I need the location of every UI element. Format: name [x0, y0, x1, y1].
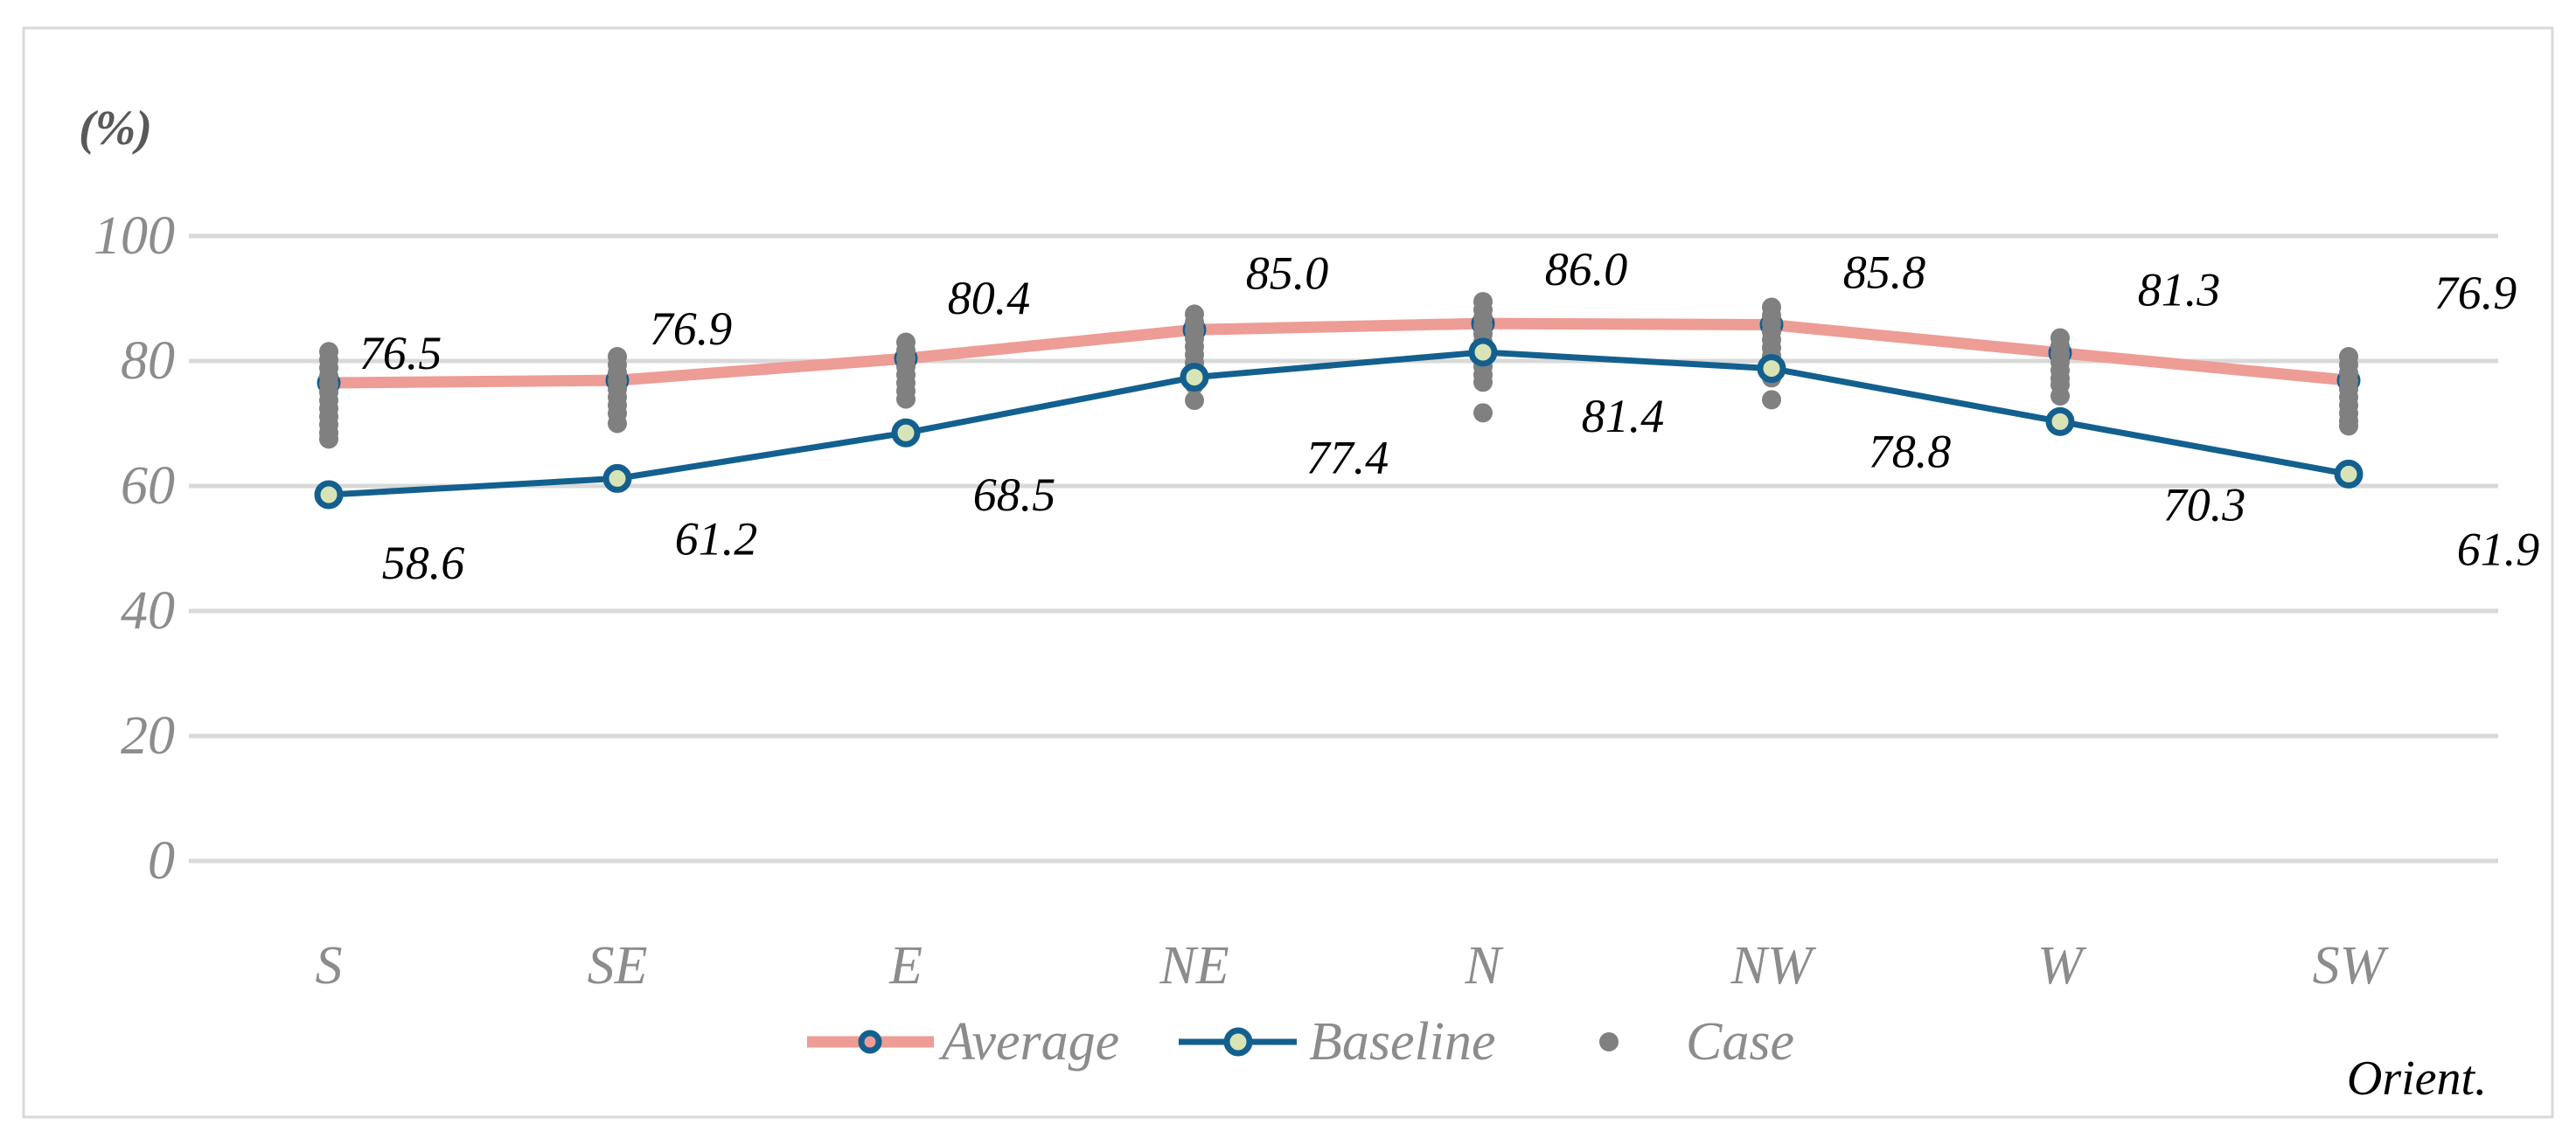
- average-value-label: 76.5: [359, 327, 442, 379]
- case-dot: [2339, 416, 2358, 436]
- x-tick-label-ne: NE: [1159, 936, 1229, 996]
- legend-case-marker: [1599, 1032, 1619, 1051]
- x-tick-label-nw: NW: [1730, 936, 1817, 996]
- y-tick-label: 20: [121, 706, 175, 766]
- average-value-label: 76.9: [2434, 267, 2517, 319]
- x-tick-label-sw: SW: [2313, 936, 2390, 996]
- case-dot: [319, 429, 338, 449]
- average-line: [328, 317, 2350, 389]
- y-tick-label: 40: [121, 581, 175, 641]
- y-axis-unit-label: (%): [79, 101, 152, 156]
- baseline-marker: [2334, 459, 2364, 489]
- baseline-marker: [314, 480, 344, 510]
- baseline-marker: [1180, 363, 1209, 392]
- baseline-value-label: 68.5: [973, 468, 1056, 521]
- x-tick-label-n: N: [1464, 936, 1504, 996]
- x-tick-label-se: SE: [588, 936, 648, 996]
- baseline-value-label: 81.4: [1582, 390, 1665, 442]
- average-value-label: 85.8: [1843, 246, 1926, 299]
- legend-case-label: Case: [1686, 1012, 1794, 1072]
- legend-baseline-label: Baseline: [1309, 1012, 1496, 1072]
- average-value-label: 80.4: [948, 272, 1031, 324]
- case-dot: [1473, 403, 1493, 423]
- case-dot: [2050, 386, 2070, 406]
- x-tick-label-e: E: [888, 936, 922, 996]
- y-tick-label: 100: [94, 206, 175, 266]
- baseline-marker: [1757, 354, 1786, 384]
- case-dot: [1762, 390, 1781, 410]
- case-dot: [1473, 372, 1493, 392]
- chart-frame: [22, 26, 2554, 1119]
- average-value-label: 81.3: [2138, 264, 2221, 316]
- baseline-marker: [891, 418, 921, 448]
- x-tick-label-s: S: [316, 936, 343, 996]
- baseline-marker: [2045, 406, 2075, 436]
- y-tick-label: 80: [121, 331, 175, 391]
- average-value-label: 86.0: [1545, 243, 1628, 295]
- case-dot: [608, 413, 627, 434]
- baseline-marker: [1468, 337, 1498, 367]
- baseline-value-label: 58.6: [382, 537, 465, 589]
- x-tick-label-w: W: [2037, 936, 2087, 996]
- baseline-line: [328, 349, 2350, 498]
- legend-average-label: Average: [938, 1012, 1119, 1072]
- legend-baseline-marker: [1223, 1027, 1253, 1057]
- baseline-value-label: 61.2: [675, 512, 758, 565]
- average-value-label: 85.0: [1246, 246, 1329, 299]
- y-tick-label: 60: [121, 456, 175, 516]
- y-tick-label: 0: [148, 831, 175, 891]
- baseline-value-label: 78.8: [1869, 426, 1952, 478]
- average-value-label: 76.9: [650, 302, 733, 355]
- case-dot: [896, 389, 916, 409]
- case-dot: [1185, 391, 1204, 411]
- legend-average-marker: [858, 1030, 882, 1054]
- x-axis-title: Orient.: [2347, 1051, 2487, 1106]
- baseline-value-label: 70.3: [2163, 478, 2246, 531]
- baseline-value-label: 77.4: [1306, 432, 1389, 484]
- baseline-marker: [602, 463, 632, 493]
- baseline-value-label: 61.9: [2457, 523, 2540, 575]
